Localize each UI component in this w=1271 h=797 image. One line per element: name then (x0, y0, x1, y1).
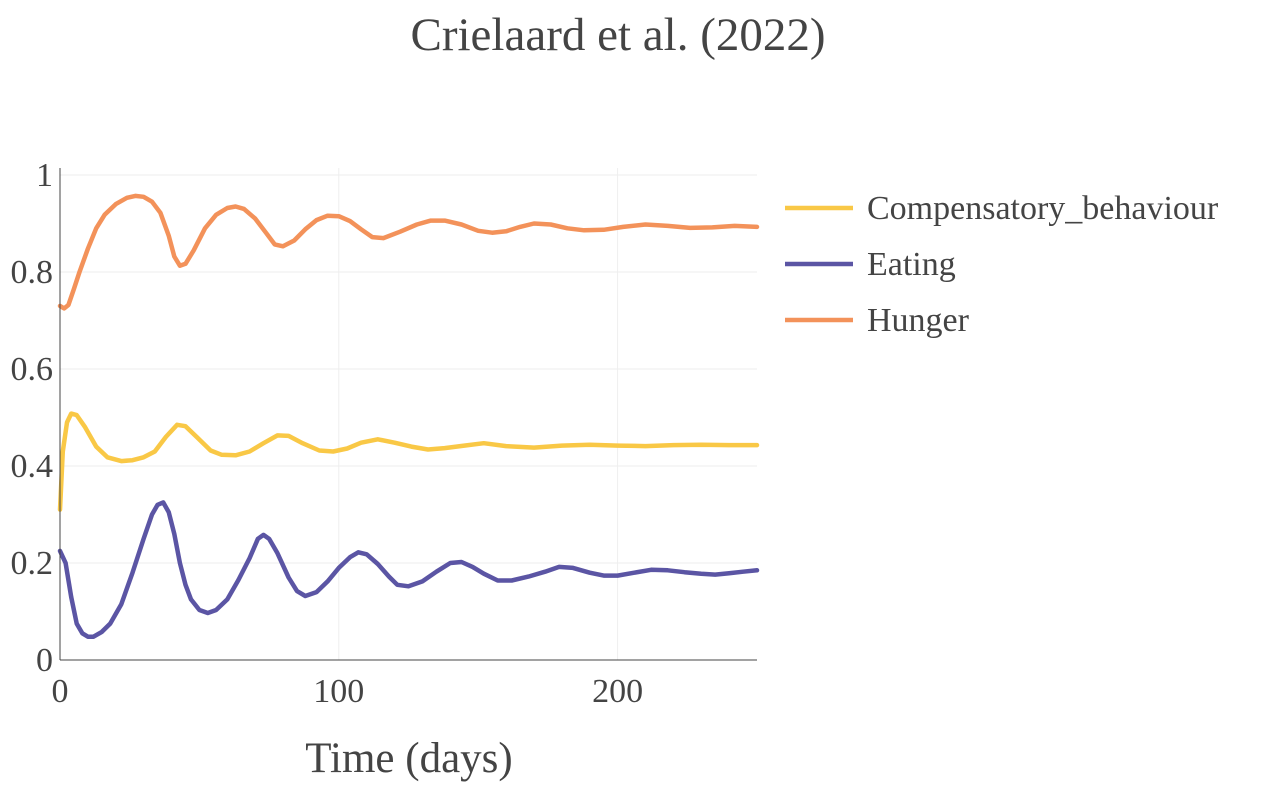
x-axis-label: Time (days) (305, 735, 512, 782)
x-tick-label: 100 (313, 673, 364, 710)
chart-title: Crielaard et al. (2022) (411, 9, 826, 61)
series-layer (57, 193, 760, 639)
x-tick-label: 0 (52, 673, 69, 710)
y-tick-label: 1 (36, 157, 53, 194)
legend-label-hunger: Hunger (867, 302, 970, 339)
y-tick-label: 0.4 (11, 448, 54, 485)
legend: Compensatory_behaviour Eating Hunger (785, 190, 1219, 339)
x-tick-label: 200 (592, 673, 643, 710)
y-tick-labels: 0 0.2 0.4 0.6 0.8 1 (11, 157, 54, 679)
series-line-eating (57, 500, 760, 639)
x-tick-labels: 0 100 200 (52, 673, 644, 710)
y-tick-label: 0.2 (11, 545, 54, 582)
y-tick-label: 0 (36, 642, 53, 679)
series-line-hunger (57, 193, 760, 311)
series-line-compensatory-behaviour (57, 411, 760, 512)
y-tick-label: 0.8 (11, 254, 54, 291)
legend-label-compensatory-behaviour: Compensatory_behaviour (867, 190, 1219, 227)
y-tick-label: 0.6 (11, 351, 54, 388)
gridlines (60, 168, 757, 660)
legend-label-eating: Eating (867, 246, 956, 283)
